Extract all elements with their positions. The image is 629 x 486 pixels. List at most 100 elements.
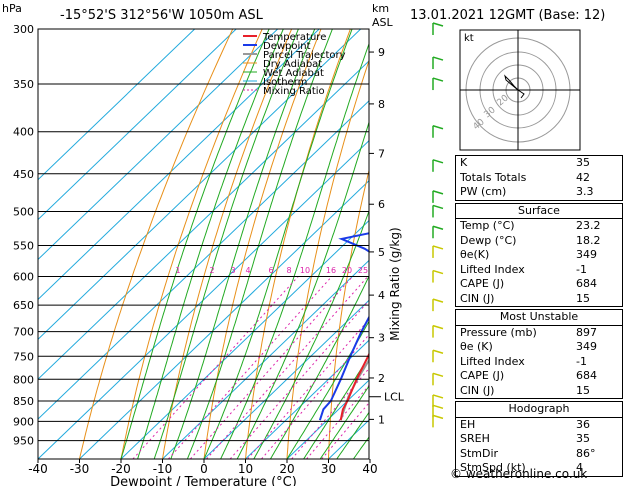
mixing-ratio-line [229,299,369,459]
pressure-tick-label: 700 [13,326,34,339]
wind-barb-flag [432,159,444,164]
hodograph-stat-label: StmDir [460,446,499,460]
most-unstable-row: Pressure (mb) 897 [456,326,622,341]
temperature-line [339,352,369,421]
mixing-ratio-label: 6 [268,266,273,275]
surface-table: Surface Temp (°C) 23.2 Dewp (°C) 18.2 θe(K) 34… [455,202,623,307]
most-unstable-value: 897 [576,325,597,339]
legend-label: Temperature [262,32,326,43]
hodograph-stat-row: StmDir 86° [456,447,622,462]
isotherm-line [38,29,362,340]
legend-label: Dry Adiabat [263,59,322,70]
surface-label: θe(K) [460,248,490,261]
pressure-tick-label: 450 [13,168,34,181]
x-tick-label: -10 [153,462,173,476]
km-tick-label: 2 [378,372,385,385]
surface-row: Dewp (°C) 18.2 [456,234,622,249]
wet-adiabat-line [319,385,369,459]
most-unstable-value: 684 [576,369,597,382]
most-unstable-label: θe (K) [460,340,493,353]
wind-barb-flag [432,372,444,378]
hodograph-table: Hodograph EH 36 SREH 35 StmDir 86° StmSpd (kt) 4 [455,401,623,477]
surface-row: Lifted Index -1 [456,263,622,278]
wind-barb-flag [432,414,444,420]
surface-value: -1 [576,262,587,276]
surface-row: CAPE (J) 684 [456,277,622,292]
mixing-ratio-line [291,367,369,459]
wind-barb-flag [432,22,444,27]
wet-adiabat-line [286,320,369,459]
most-unstable-row: Lifted Index -1 [456,355,622,370]
x-tick-label: 0 [200,462,208,476]
mixing-ratio-label: 20 [342,266,352,275]
wind-barb-flag [432,225,444,230]
km-tick-label: 8 [378,98,385,111]
x-axis-label: Dewpoint / Temperature (°C) [110,475,297,486]
legend-label: Dewpoint [263,41,311,52]
wind-barb-flag [432,204,444,210]
isotherm-line [79,179,369,459]
surface-value: 15 [576,291,590,305]
x-tick-label: -20 [111,462,131,476]
km-tick-label: 6 [378,198,385,211]
km-tick-label: 5 [378,246,385,259]
index-label: K [460,156,468,169]
isotherm-line [38,140,369,459]
mixing-ratio-label: 1 [175,266,180,275]
wet-adiabat-line [303,355,369,459]
legend-label: Wet Adiabat [263,68,324,79]
x-tick-label: 40 [362,462,377,476]
dry-adiabat-line [370,29,439,459]
mixing-ratio-line [247,318,369,459]
mixing-ratio-label: 10 [300,266,310,275]
hodograph-trace [504,74,525,99]
km-tick-label: 4 [378,289,385,302]
hodograph-stat-row: StmSpd (kt) 4 [456,461,622,476]
wind-barb-flag [432,245,444,250]
isotherm-line [38,29,237,221]
pressure-tick-label: 900 [13,415,34,428]
surface-value: 23.2 [576,219,601,232]
x-tick-label: 20 [279,462,294,476]
pressure-tick-label: 650 [13,299,34,312]
pressure-tick-label: 550 [13,239,34,252]
surface-row: Temp (°C) 23.2 [456,219,622,234]
mixing-ratio-line [132,276,299,459]
most-unstable-row: CIN (J) 15 [456,384,622,399]
x-tick-label: -30 [70,462,90,476]
pressure-tick-label: 500 [13,205,34,218]
legend-label: Parcel Trajectory [263,50,346,61]
location-title: -15°52'S 312°56'W 1050m ASL [60,8,263,23]
isotherm-line [203,299,369,459]
legend-label: Isotherm [263,77,307,88]
pressure-tick-label: 800 [13,373,34,386]
y-axis-label: Mixing Ratio (g/kg) [388,227,402,340]
pressure-tick-label: 850 [13,395,34,408]
km-tick-label: 1 [378,413,385,426]
pressure-tick-label: 350 [13,78,34,91]
mixing-ratio-label: 2 [209,266,214,275]
mixing-ratio-label: 25 [358,266,368,275]
indices-panel: K 35 Totals Totals 42 PW (cm) 3.3 Surface Temp… [455,155,625,479]
datetime: 13.01.2021 12GMT (Base: 12) [410,8,606,23]
most-unstable-value: 15 [576,383,590,397]
most-unstable-label: Pressure (mb) [460,325,537,339]
surface-value: 684 [576,277,597,290]
most-unstable-row: CAPE (J) 684 [456,369,622,384]
most-unstable-table: Most Unstable Pressure (mb) 897 θe (K) 349 Li… [455,309,623,399]
km-tick-label: 3 [378,332,385,345]
most-unstable-row: θe (K) 349 [456,340,622,355]
hodograph-stat-value: 36 [576,417,590,431]
hodograph-stat-label: StmSpd (kt) [460,461,526,474]
surface-label: Temp (°C) [460,219,515,232]
hodograph-stat-value: 86° [576,446,596,460]
hodograph-stat-title: Hodograph [456,402,622,418]
surface-label: CAPE (J) [460,277,505,290]
isotherm-line [38,100,369,420]
surface-row: θe(K) 349 [456,248,622,263]
hodograph-stat-label: EH [460,417,476,431]
x-tick-label: -40 [28,462,48,476]
mixing-ratio-label: 16 [326,266,336,275]
surface-value: 18.2 [576,233,601,247]
